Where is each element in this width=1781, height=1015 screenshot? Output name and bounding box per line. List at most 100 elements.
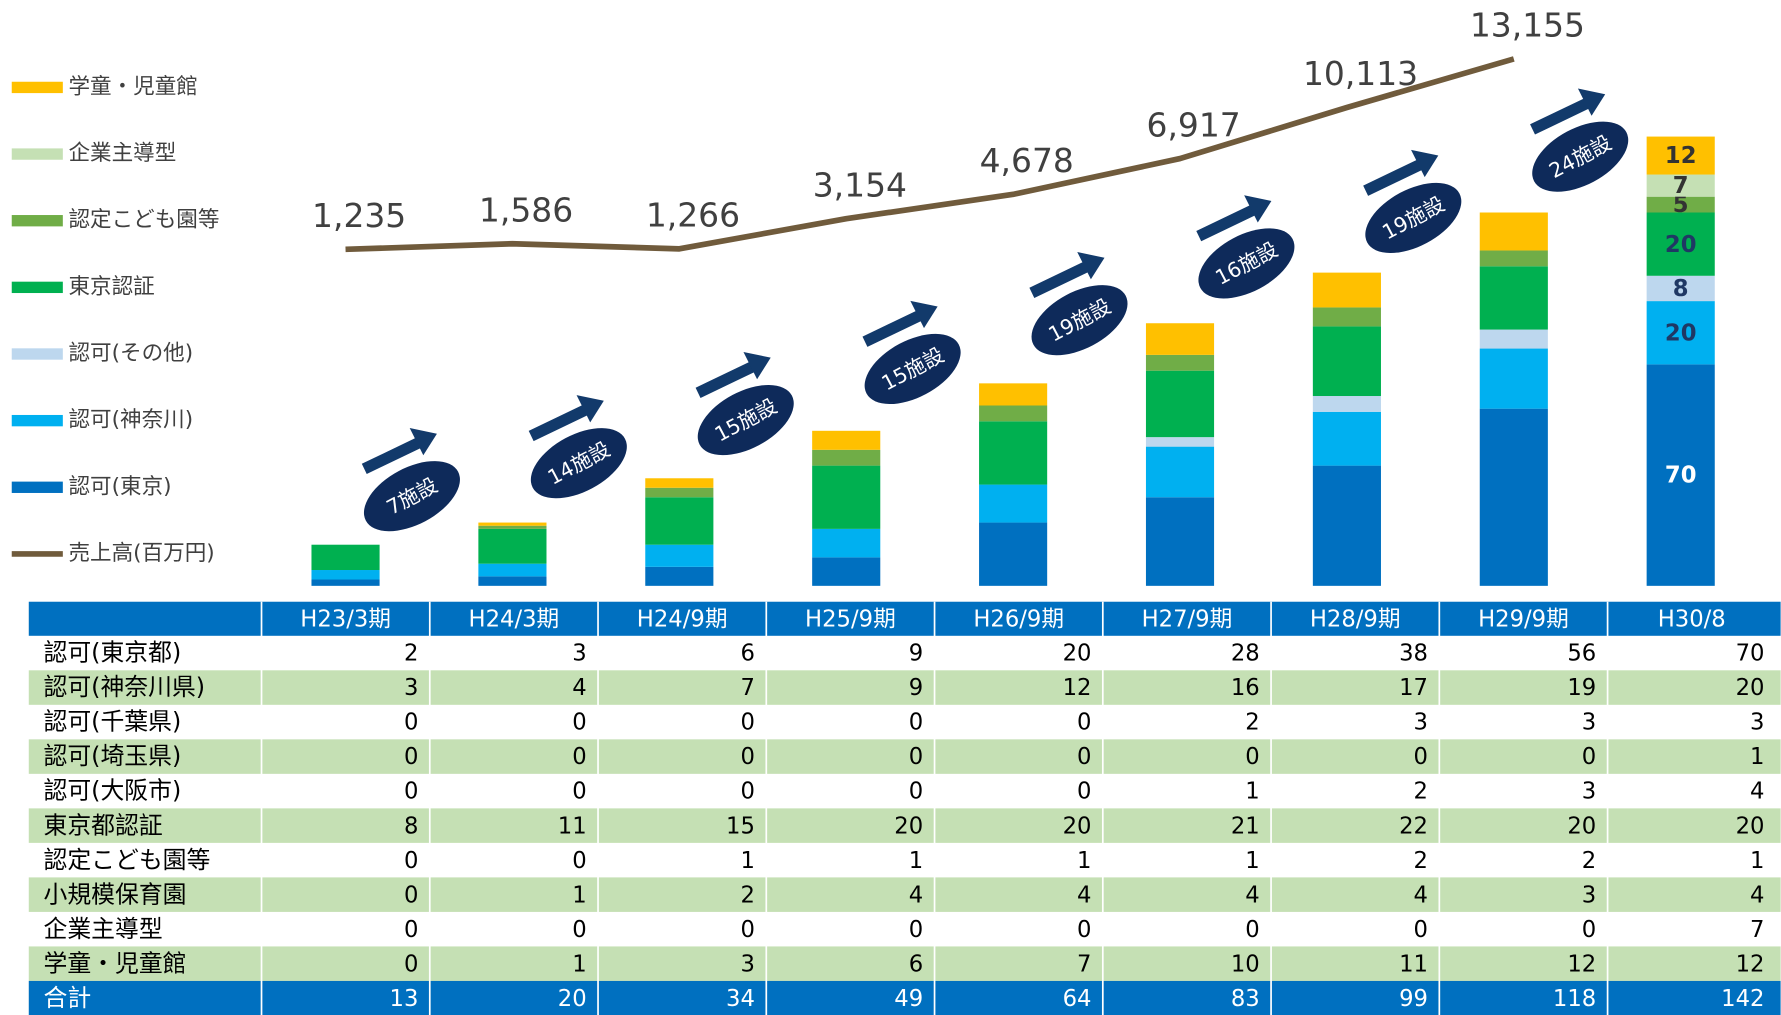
legend-label: 認可(神奈川) [69, 408, 194, 433]
table-cell: 4 [909, 882, 923, 908]
bar-segment [812, 449, 881, 466]
arrow-head [1244, 195, 1272, 223]
bar-segment [1312, 326, 1381, 397]
arrow-shaft [1029, 260, 1092, 299]
table-cell: 17 [1399, 675, 1428, 701]
bar-segment [1312, 396, 1381, 412]
bar-segment [1145, 323, 1215, 355]
table-cell: 1 [1077, 848, 1091, 874]
legend-swatch [11, 414, 63, 427]
bar-segment [645, 478, 714, 488]
table-cell: 7 [1077, 951, 1091, 977]
table-cell: 28 [1231, 641, 1260, 667]
arrow-head [409, 428, 437, 456]
bar-segment [812, 557, 881, 586]
bar-segment [645, 566, 714, 586]
table-cell: 1 [1750, 744, 1764, 770]
bar-segment [478, 528, 547, 564]
annotation: 19施設 [1363, 149, 1462, 254]
table-cell: 0 [404, 882, 418, 908]
table-row-label: 小規模保育園 [44, 880, 187, 908]
table-row-label: 認可(埼玉県) [44, 742, 182, 770]
bar-segment [1145, 497, 1215, 586]
bar-segment [1145, 446, 1215, 498]
data-label: 20 [1665, 232, 1697, 258]
data-label: 1,586 [479, 190, 573, 229]
table-cell: 6 [909, 951, 923, 977]
bar-segment [1646, 364, 1715, 586]
bar-segment [1145, 370, 1215, 438]
bar-segment [1646, 136, 1715, 175]
table-cell: 0 [1077, 779, 1091, 805]
table-cell: 2 [404, 641, 418, 667]
table-cell: 3 [1582, 882, 1596, 908]
bar-segment [478, 563, 547, 577]
table-cell: 4 [572, 675, 586, 701]
table-header: H28/9期 [1310, 606, 1401, 632]
bar-segment [1646, 275, 1715, 302]
annotation-bubble [1198, 228, 1295, 299]
annotation: 15施設 [862, 300, 961, 405]
table-cell: 0 [572, 917, 586, 943]
data-label: 10,113 [1303, 54, 1418, 93]
bar-segment [1646, 196, 1715, 213]
annotation: 15施設 [695, 351, 794, 456]
bar-segment [1479, 266, 1548, 330]
table-header: H27/9期 [1142, 606, 1233, 632]
annotation-bubble [1365, 182, 1462, 254]
legend-swatch [11, 148, 63, 160]
table-row-label: 合計 [44, 984, 92, 1012]
legend-label: 学童・児童館 [69, 74, 198, 99]
table-header: H25/9期 [805, 606, 896, 632]
table-cell: 0 [741, 710, 755, 736]
bar-segment [478, 576, 547, 586]
table-cell: 22 [1399, 813, 1428, 839]
data-label: 1,235 [312, 196, 406, 235]
table-cell: 0 [1077, 917, 1091, 943]
table-cell: 1 [572, 882, 586, 908]
table-cell: 0 [404, 744, 418, 770]
table-header: H26/9期 [973, 606, 1064, 632]
arrow-shaft [862, 309, 925, 347]
table-row-label: 東京都認証 [44, 811, 163, 839]
table-row-label: 認可(神奈川県) [44, 673, 206, 701]
arrow-head [910, 300, 938, 329]
table-row-label: 認可(千葉県) [44, 708, 182, 736]
table-cell: 0 [404, 917, 418, 943]
table-cell: 0 [1077, 710, 1091, 736]
bar-segment [645, 487, 714, 498]
bar-segment [645, 497, 714, 545]
arrow-shaft [1363, 158, 1425, 196]
bar-segment [1479, 348, 1548, 409]
table-cell: 0 [572, 710, 586, 736]
table-row-label: 学童・児童館 [44, 949, 187, 977]
table-cell: 0 [404, 848, 418, 874]
annotation-bubble [697, 385, 794, 456]
table-cell: 1 [1245, 779, 1259, 805]
bar-segment [1479, 329, 1548, 349]
bar-segment [1312, 307, 1381, 327]
table-cell: 4 [1245, 882, 1259, 908]
table-cell: 1 [1245, 848, 1259, 874]
table-cell: 70 [1736, 641, 1765, 667]
table-cell: 0 [404, 779, 418, 805]
annotation: 24施設 [1530, 88, 1629, 192]
table-cell: 12 [1567, 951, 1596, 977]
arrow-head [576, 395, 604, 423]
bar-segment [1312, 411, 1381, 466]
table-cell: 0 [741, 744, 755, 770]
table-cell: 15 [726, 813, 755, 839]
legend-swatch [11, 348, 63, 360]
data-label: 70 [1665, 463, 1697, 489]
annotation-bubble [1532, 121, 1629, 192]
table-cell: 38 [1399, 641, 1428, 667]
table-cell: 19 [1567, 675, 1596, 701]
bar-segment [1312, 272, 1381, 308]
bar-segment [1145, 437, 1215, 447]
table-row-label: 認可(大阪市) [44, 777, 182, 805]
table-cell: 2 [1414, 779, 1428, 805]
table-cell: 6 [741, 641, 755, 667]
legend-swatch [11, 481, 63, 493]
table-row-label: 認定こども園等 [44, 846, 211, 874]
